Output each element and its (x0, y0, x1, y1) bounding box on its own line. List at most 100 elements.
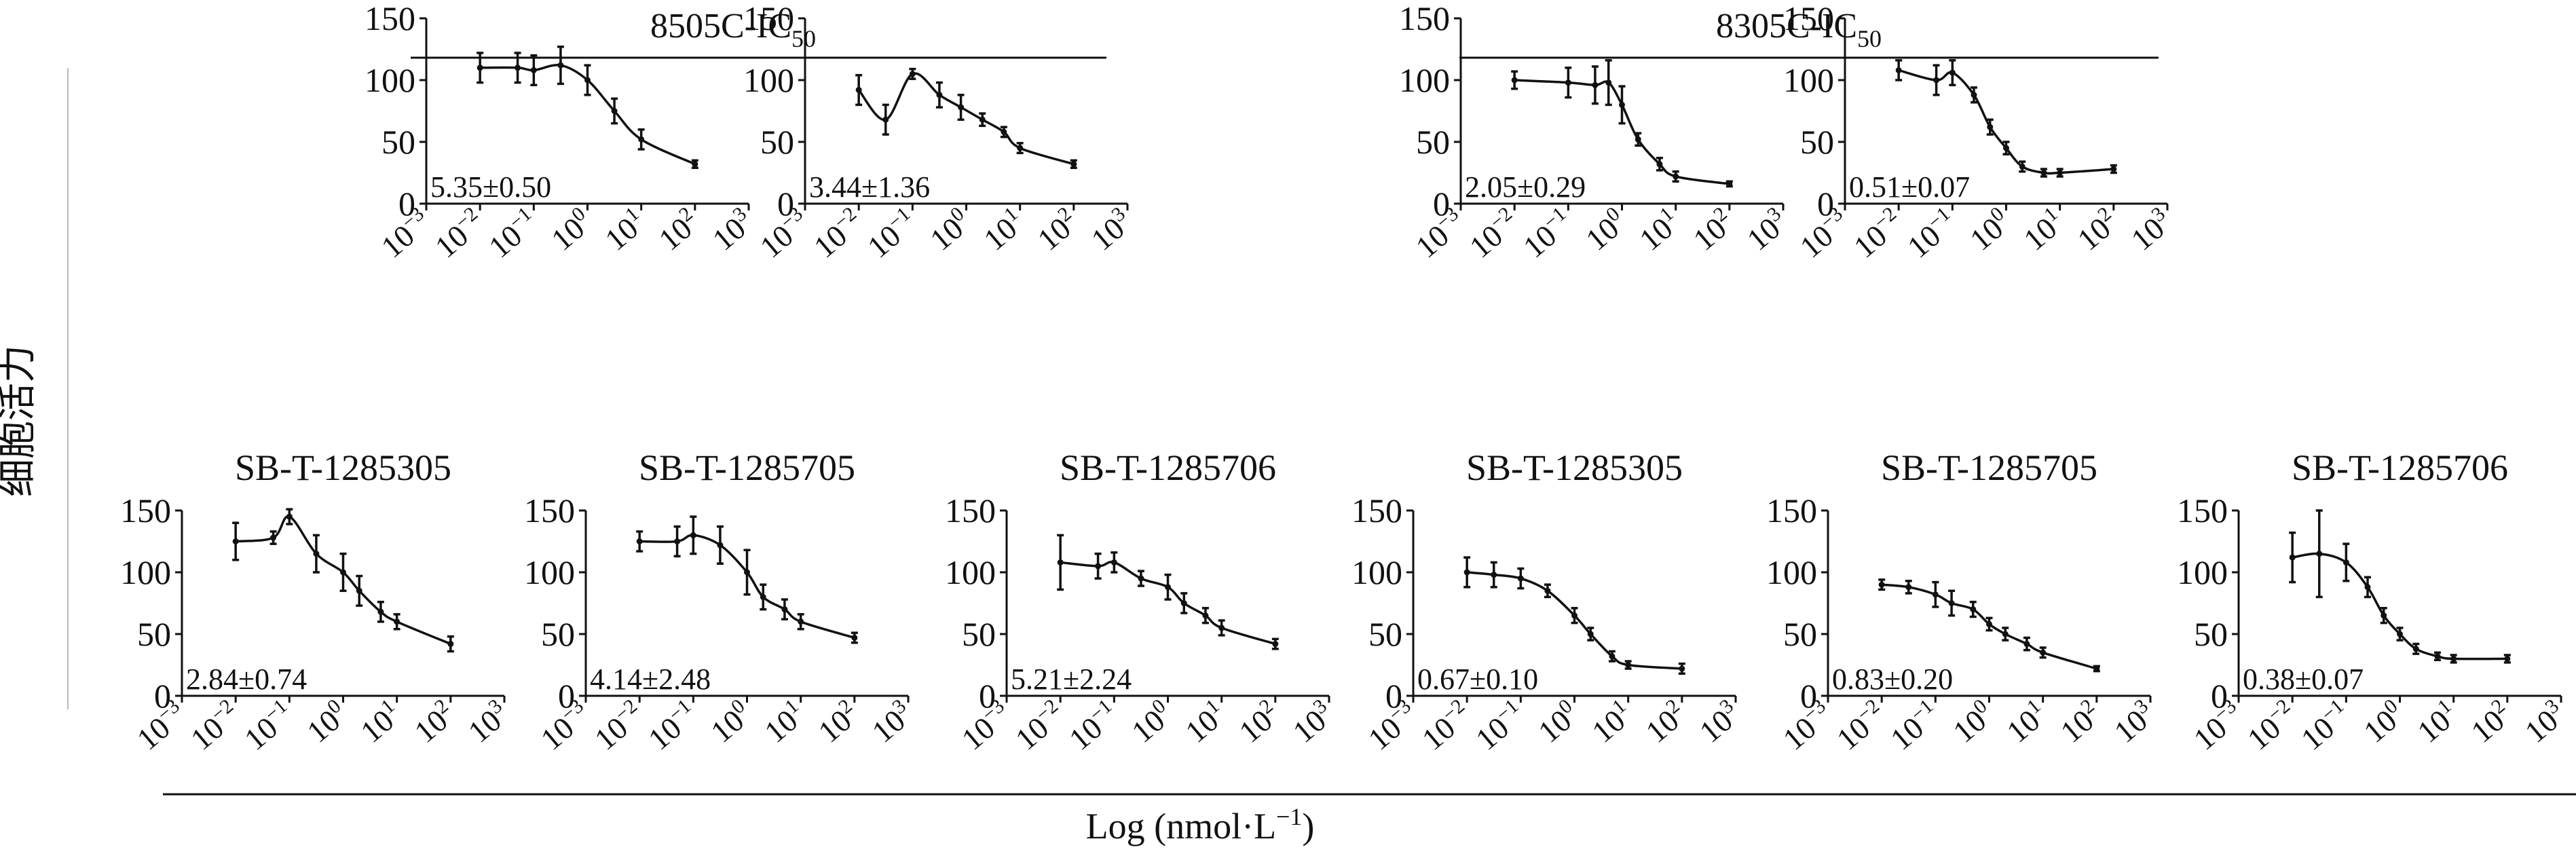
x-tick-label: 10−1 (1899, 202, 1963, 264)
point-marker (1656, 161, 1663, 168)
data-point (781, 598, 788, 620)
chart-title: SB-T-1285305 (235, 447, 451, 488)
point-marker (1726, 181, 1733, 187)
group-title-8505c-subscript: 50 (791, 25, 816, 52)
group-title-8505c-text: 8505C-IC (650, 7, 791, 45)
data-point (1624, 660, 1632, 670)
data-point (2364, 576, 2371, 599)
point-marker (2023, 641, 2030, 648)
y-tick-label: 100 (2177, 553, 2228, 591)
x-tick-label: 101 (1584, 694, 1639, 749)
point-marker (2110, 166, 2117, 172)
data-point (797, 613, 804, 631)
point-marker (1202, 612, 1209, 619)
data-point (1878, 578, 1886, 591)
ic50-label: 0.38±0.07 (2243, 663, 2364, 696)
point-marker (1609, 653, 1616, 660)
data-point (356, 574, 363, 607)
data-point (1463, 556, 1471, 589)
data-point (1969, 600, 1977, 618)
point-marker (2450, 655, 2457, 662)
x-tick-label: 101 (757, 694, 812, 749)
point-marker (674, 538, 681, 544)
point-marker (1619, 101, 1625, 108)
y-tick-label: 100 (524, 553, 575, 591)
point-marker (1218, 625, 1225, 631)
x-tick-label: 100 (299, 694, 354, 749)
point-marker (781, 606, 788, 613)
data-point (232, 521, 240, 561)
y-tick-label: 50 (1783, 615, 1817, 653)
x-tick-label: 101 (1632, 202, 1687, 257)
data-point (1000, 126, 1007, 138)
data-point (743, 549, 751, 596)
chart-title: SB-T-1285305 (1466, 447, 1683, 488)
point-marker (1001, 128, 1007, 135)
fit-curve (1898, 69, 2114, 175)
point-marker (1095, 563, 1102, 570)
x-tick-label: 100 (543, 202, 598, 257)
data-point (1110, 551, 1118, 574)
x-tick-label: 100 (1945, 694, 2000, 749)
x-tick-label: 103 (1692, 694, 1747, 749)
data-point (2380, 607, 2387, 625)
x-tick-label: 103 (864, 694, 919, 749)
x-tick-label: 10−1 (1468, 694, 1531, 756)
x-tick-label: 102 (407, 694, 462, 749)
data-point (1932, 580, 1939, 608)
point-marker (855, 87, 862, 94)
x-tick-label: 10−1 (1515, 202, 1579, 264)
point-marker (1878, 581, 1885, 588)
chart-panel: Paclitaxel05010015010−310−210−1100101102… (1399, 0, 1787, 265)
x-tick-label: 102 (2070, 202, 2125, 257)
data-point (909, 67, 916, 80)
data-point (1971, 86, 1977, 104)
x-tick-label: 102 (2053, 694, 2108, 749)
point-marker (1544, 587, 1551, 594)
point-marker (2397, 631, 2403, 637)
data-point (557, 45, 564, 86)
data-point (1678, 662, 1685, 675)
x-tick-label: 10−1 (1882, 694, 1946, 756)
x-tick-label: 10−2 (806, 202, 870, 264)
x-tick-label: 10−1 (859, 202, 923, 264)
x-tick-label: 102 (1231, 694, 1286, 749)
point-marker (2316, 551, 2323, 557)
y-tick-label: 0 (2211, 677, 2228, 715)
point-marker (882, 116, 889, 123)
data-point (2093, 665, 2100, 673)
data-point (1605, 59, 1612, 107)
data-point (339, 552, 347, 593)
data-point (979, 112, 986, 128)
data-point (935, 81, 943, 109)
y-tick-label: 100 (1783, 61, 1834, 99)
y-tick-label: 100 (1399, 61, 1450, 99)
data-point (1490, 561, 1497, 589)
data-point (1725, 180, 1733, 188)
x-tick-label: 101 (1999, 694, 2054, 749)
point-marker (1679, 665, 1685, 672)
y-tick-label: 50 (381, 123, 415, 161)
data-point (2040, 168, 2047, 178)
y-tick-label: 100 (1766, 553, 1817, 591)
point-marker (477, 64, 483, 71)
x-tick-label: 102 (1030, 202, 1085, 257)
point-marker (2093, 665, 2100, 672)
point-marker (1511, 77, 1518, 83)
y-tick-label: 100 (1351, 553, 1402, 591)
point-marker (2364, 584, 2371, 591)
x-tick-label: 10−2 (1414, 694, 1478, 756)
y-tick-label: 0 (1385, 677, 1402, 715)
point-marker (744, 569, 750, 576)
x-tick-label: 102 (1685, 202, 1740, 257)
x-axis-label-sup: −1 (1276, 803, 1302, 830)
point-marker (1605, 79, 1612, 86)
x-tick-label: 10−3 (1360, 694, 1424, 756)
data-point (1986, 118, 1994, 136)
x-tick-label: 10−1 (2293, 694, 2357, 756)
data-point (1016, 142, 1024, 155)
